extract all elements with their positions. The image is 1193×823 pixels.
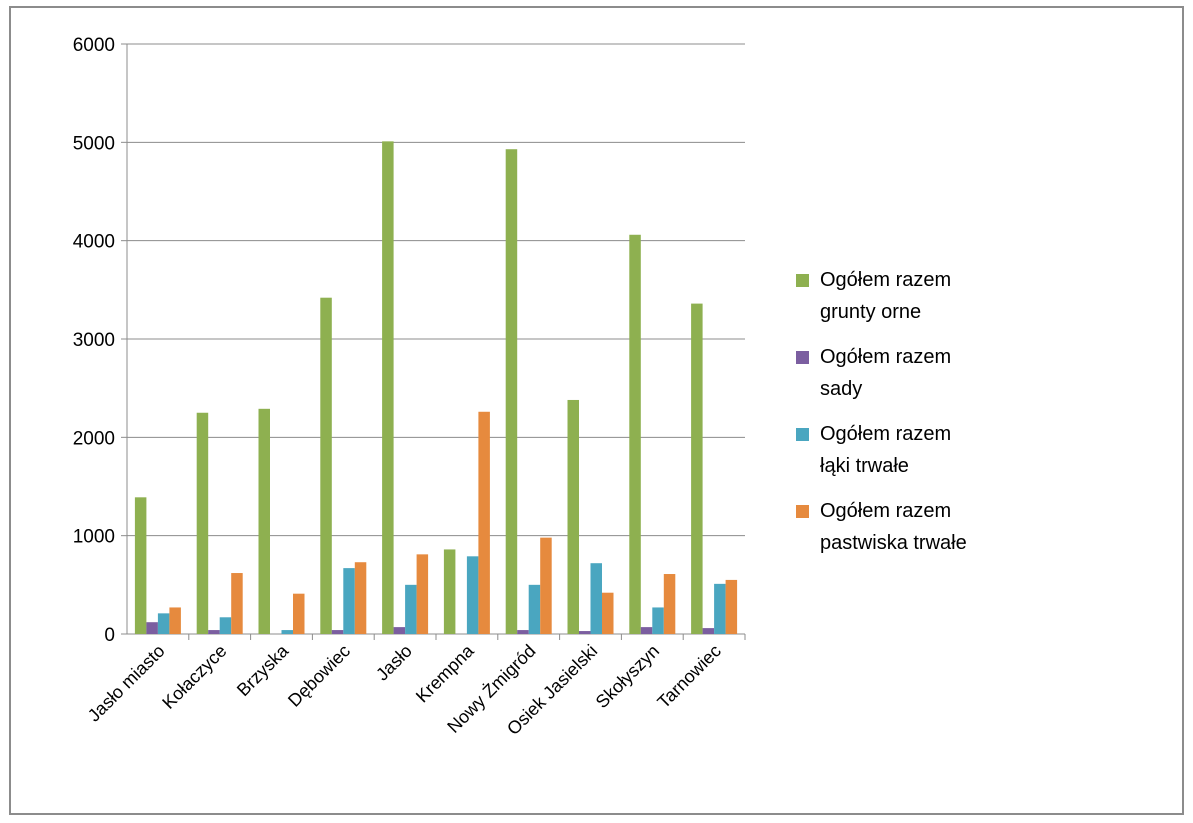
- bar-3-7: [528, 584, 541, 634]
- legend-label-2: sady: [820, 378, 862, 400]
- x-tick-label: Brzyska: [233, 640, 293, 700]
- legend-label-1: Ogółem razem: [820, 269, 951, 291]
- bar-4-5: [416, 554, 429, 634]
- legend-label-3: łąki trwałe: [820, 455, 909, 477]
- bar-1-2: [196, 412, 209, 634]
- chart-frame: [9, 6, 1184, 815]
- bar-1-7: [505, 149, 518, 634]
- x-tick-label: Dębowiec: [284, 641, 354, 711]
- x-tick-label: Skołyszyn: [592, 641, 663, 712]
- x-tick-label: Tarnowiec: [653, 641, 724, 712]
- bar-2-10: [702, 628, 715, 634]
- x-tick-label: Jasło miasto: [84, 641, 169, 726]
- legend-swatch-4: [796, 505, 809, 518]
- bar-3-1: [157, 613, 170, 634]
- bar-2-1: [146, 622, 158, 634]
- legend-swatch-3: [796, 428, 809, 441]
- bar-2-7: [517, 630, 529, 634]
- bar-3-2: [219, 617, 232, 634]
- bar-4-4: [354, 562, 367, 634]
- bar-4-2: [231, 573, 243, 634]
- bar-1-3: [258, 408, 270, 634]
- bar-4-6: [478, 411, 490, 634]
- y-tick-label: 1000: [73, 527, 115, 548]
- bar-4-3: [293, 593, 305, 634]
- legend-label-4: pastwiska trwałe: [820, 532, 967, 554]
- legend-label-2: Ogółem razem: [820, 346, 951, 368]
- y-tick-label: 6000: [73, 35, 115, 56]
- x-tick-label: Kołaczyce: [158, 641, 230, 713]
- bar-3-5: [405, 584, 417, 634]
- bar-1-9: [629, 234, 641, 634]
- legend-label-3: Ogółem razem: [820, 423, 951, 445]
- legend-swatch-1: [796, 274, 809, 287]
- bar-3-8: [590, 563, 602, 634]
- bar-2-2: [208, 630, 220, 634]
- bar-4-10: [725, 579, 738, 634]
- x-tick-label: Jasło: [372, 641, 416, 685]
- bar-1-5: [382, 141, 394, 634]
- bar-1-4: [320, 297, 332, 634]
- y-tick-label: 0: [104, 625, 115, 646]
- bar-4-9: [663, 574, 676, 634]
- bar-2-8: [579, 631, 591, 634]
- bar-3-3: [281, 630, 293, 634]
- y-tick-label: 2000: [73, 428, 115, 449]
- bar-4-1: [169, 607, 181, 634]
- bar-3-4: [343, 568, 355, 634]
- bar-4-8: [602, 592, 614, 634]
- legend-label-4: Ogółem razem: [820, 500, 951, 522]
- legend-label-1: grunty orne: [820, 301, 921, 323]
- legend-swatch-2: [796, 351, 809, 364]
- bar-1-8: [567, 399, 579, 634]
- bar-1-1: [134, 497, 147, 634]
- y-tick-label: 5000: [73, 133, 115, 154]
- y-tick-label: 4000: [73, 232, 115, 253]
- bar-2-5: [393, 627, 406, 634]
- bar-1-6: [443, 549, 456, 634]
- bar-4-7: [540, 537, 552, 634]
- bar-2-4: [331, 630, 344, 634]
- y-tick-label: 3000: [73, 330, 115, 351]
- bar-3-9: [652, 607, 664, 634]
- bar-3-10: [714, 583, 726, 634]
- bar-1-10: [691, 303, 703, 634]
- bar-3-6: [466, 556, 479, 634]
- bar-2-9: [640, 627, 653, 634]
